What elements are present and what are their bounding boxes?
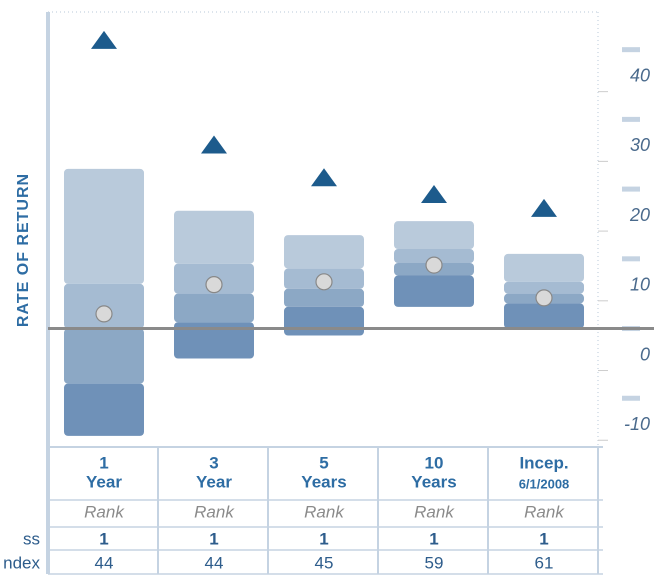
tick-mark [622, 116, 640, 122]
band [174, 293, 254, 323]
table-cell: 1 [429, 529, 438, 548]
circle-marker [535, 289, 553, 307]
band [64, 383, 144, 436]
category-label: Incep. [519, 453, 568, 472]
rank-label: Rank [524, 502, 565, 521]
y-axis-label: RATE OF RETURN [15, 173, 32, 327]
band [64, 168, 144, 284]
circle-marker [425, 256, 443, 274]
band [394, 249, 474, 263]
y-tick-label: 20 [629, 205, 650, 225]
band [174, 210, 254, 264]
table-cell: 45 [315, 553, 334, 572]
table-cell: 1 [99, 529, 108, 548]
band [284, 306, 364, 336]
band [504, 281, 584, 294]
category-label: 1 [99, 453, 108, 472]
table-cell: 1 [539, 529, 548, 548]
category-label: 10 [425, 453, 444, 472]
triangle-marker [91, 30, 117, 49]
band [394, 275, 474, 307]
band [504, 303, 584, 329]
rank-label: Rank [414, 502, 455, 521]
rank-label: Rank [304, 502, 345, 521]
rank-label: Rank [194, 502, 235, 521]
y-tick-label: -10 [624, 414, 650, 434]
triangle-marker [421, 184, 447, 203]
y-tick-label: 10 [630, 275, 650, 295]
tick-mark [622, 186, 640, 192]
table-cell: 44 [95, 553, 114, 572]
triangle-marker [531, 198, 557, 217]
circle-marker [95, 305, 113, 323]
band [394, 221, 474, 250]
category-label: 5 [319, 453, 328, 472]
band [64, 328, 144, 384]
band [174, 322, 254, 359]
table-cell: 44 [205, 553, 224, 572]
band [284, 288, 364, 307]
category-label: Year [86, 472, 122, 491]
y-tick-label: 40 [630, 65, 650, 85]
table-cell: 1 [319, 529, 328, 548]
category-label: Year [196, 472, 232, 491]
tick-mark [622, 47, 640, 53]
category-label: Years [411, 472, 456, 491]
table-cell: 1 [209, 529, 218, 548]
band [504, 253, 584, 282]
y-tick-label: 30 [630, 135, 650, 155]
circle-marker [315, 273, 333, 291]
tick-mark [622, 256, 640, 262]
row-label: ndex [3, 553, 40, 572]
table-cell: 59 [425, 553, 444, 572]
row-label: ss [23, 529, 40, 548]
y-tick-label: 0 [640, 344, 650, 364]
category-label: 6/1/2008 [519, 476, 570, 491]
band [284, 235, 364, 269]
tick-mark [622, 395, 640, 401]
left-border [46, 12, 50, 574]
rank-label: Rank [84, 502, 125, 521]
category-label: Years [301, 472, 346, 491]
circle-marker [205, 276, 223, 294]
table-cell: 61 [535, 553, 554, 572]
category-label: 3 [209, 453, 218, 472]
triangle-marker [311, 168, 337, 187]
triangle-marker [201, 135, 227, 154]
